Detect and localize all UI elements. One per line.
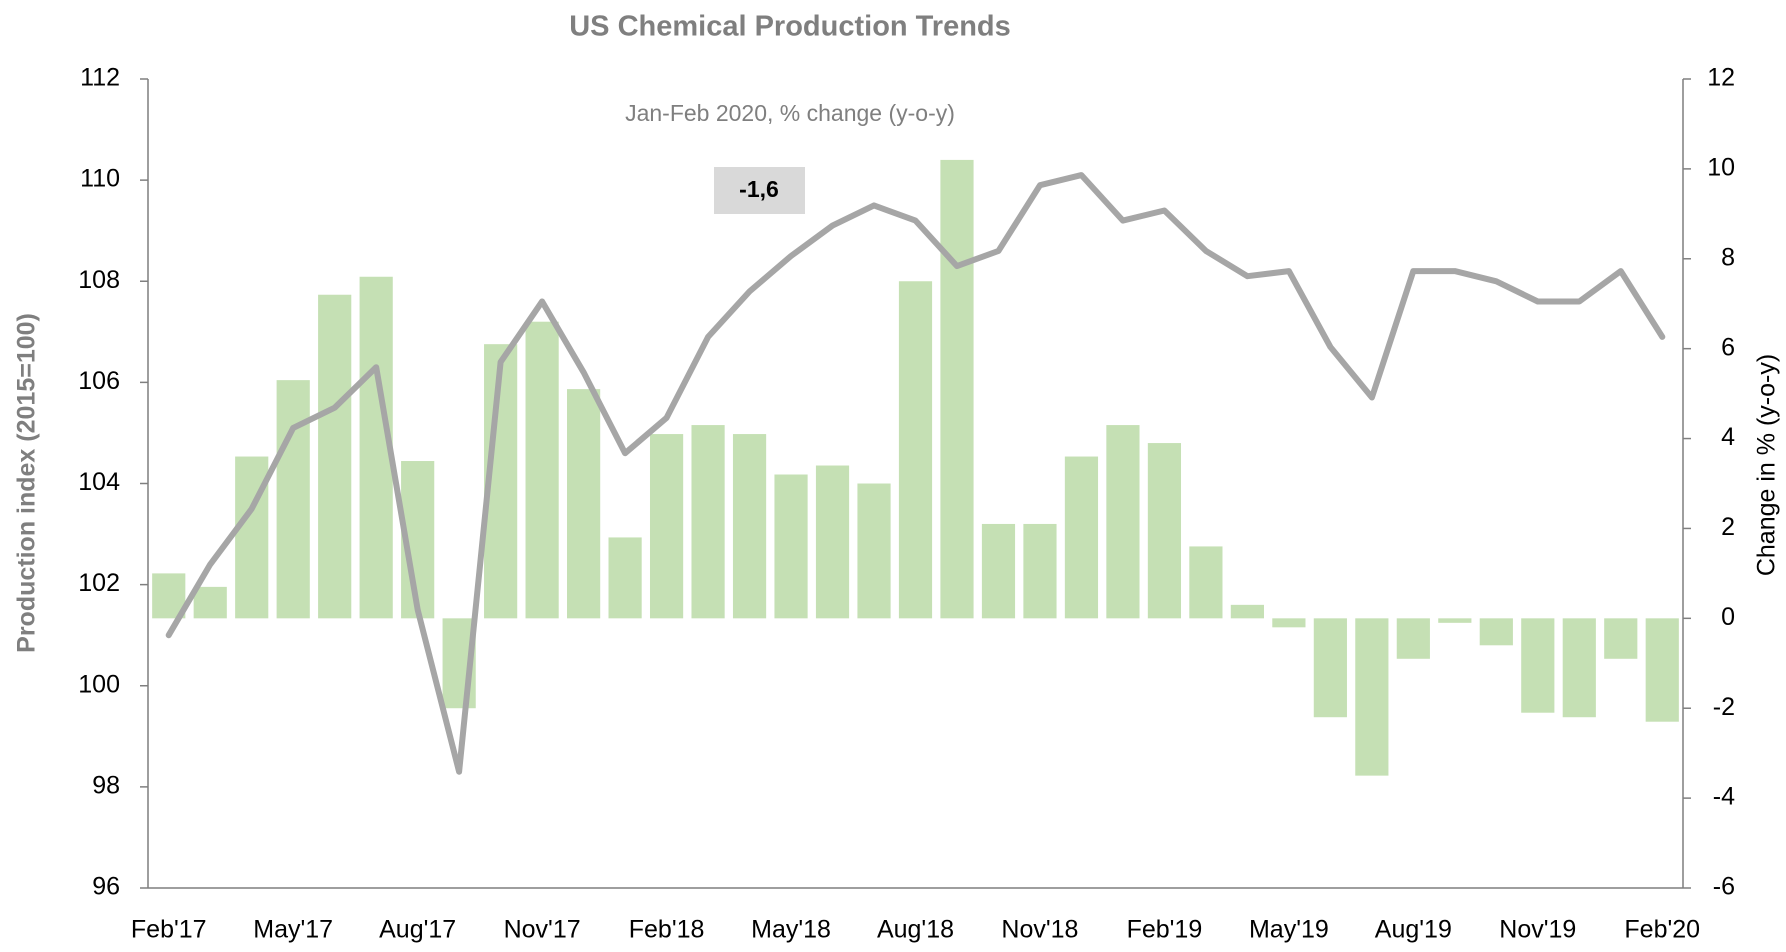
bar: [1396, 618, 1430, 659]
x-tick-label: Aug'18: [877, 916, 954, 944]
y2-tick-label: 6: [1721, 333, 1735, 361]
x-tick-label: Nov'17: [504, 916, 581, 944]
y-tick-label: 108: [78, 266, 120, 294]
bar: [898, 281, 933, 619]
x-tick-label: May'19: [1249, 916, 1329, 944]
bar: [815, 465, 850, 619]
y2-tick-label: 2: [1721, 513, 1735, 541]
bar: [1438, 618, 1472, 623]
bar: [940, 159, 974, 619]
bar: [981, 523, 1016, 619]
bar: [1521, 618, 1555, 713]
bar: [1645, 618, 1679, 722]
annotation: Jan-Feb 2020, % change (y-o-y): [625, 100, 955, 126]
bar: [1230, 604, 1264, 619]
chart-title: US Chemical Production Trends: [569, 11, 1011, 43]
bar: [608, 537, 642, 619]
y2-tick-label: 12: [1707, 64, 1735, 92]
y-axis-label: Production index (2015=100): [13, 313, 41, 653]
bar: [857, 483, 891, 619]
bar: [1272, 618, 1306, 628]
bar: [1147, 443, 1182, 619]
x-tick-label: May'17: [253, 916, 333, 944]
y-tick-label: 104: [78, 468, 120, 496]
bar: [1064, 456, 1099, 619]
y-tick-label: 98: [92, 771, 120, 799]
y-tick-label: 112: [80, 64, 120, 92]
y-tick-label: 102: [78, 569, 120, 597]
bar: [732, 434, 767, 619]
x-tick-label: Aug'19: [1375, 916, 1452, 944]
bar: [1106, 425, 1140, 619]
x-tick-label: Nov'18: [1001, 916, 1078, 944]
bar: [193, 586, 227, 619]
line: [165, 172, 1666, 775]
bar: [1023, 523, 1057, 619]
x-tick-label: Nov'19: [1499, 916, 1576, 944]
bar: [1313, 618, 1347, 718]
y-tick-label: 110: [80, 165, 120, 193]
y-tick-label: 100: [78, 670, 120, 698]
y2-tick-label: 0: [1721, 603, 1735, 631]
bar: [649, 434, 684, 619]
y2-tick-label: 8: [1721, 243, 1735, 271]
y2-axis-label: Change in % (y-o-y): [1753, 354, 1781, 576]
y2-tick-label: 10: [1707, 153, 1735, 181]
x-tick-label: Feb'18: [629, 916, 705, 944]
bar: [1604, 618, 1638, 659]
x-tick-label: Aug'17: [379, 916, 456, 944]
x-tick-label: Feb'17: [131, 916, 207, 944]
bar: [1189, 546, 1223, 619]
y-tick-label: 96: [92, 873, 120, 901]
bar: [318, 294, 352, 619]
y2-tick-label: 4: [1721, 423, 1735, 451]
y-tick-label: 106: [78, 367, 120, 395]
annotation-box-label: -1,6: [739, 176, 779, 202]
bar: [774, 474, 808, 619]
x-tick-label: Feb'19: [1127, 916, 1203, 944]
bar: [1479, 618, 1513, 646]
bar: [276, 380, 310, 619]
bar: [1355, 618, 1389, 776]
x-tick-label: Feb'20: [1624, 916, 1700, 944]
bar: [691, 425, 725, 619]
bar: [525, 321, 559, 619]
y2-tick-label: -6: [1713, 873, 1735, 901]
x-tick-label: May'18: [751, 916, 831, 944]
y2-tick-label: -4: [1713, 783, 1735, 811]
annotation-box: [714, 167, 805, 214]
bar: [1562, 618, 1596, 718]
bar: [567, 389, 601, 619]
y2-tick-label: -2: [1713, 693, 1735, 721]
